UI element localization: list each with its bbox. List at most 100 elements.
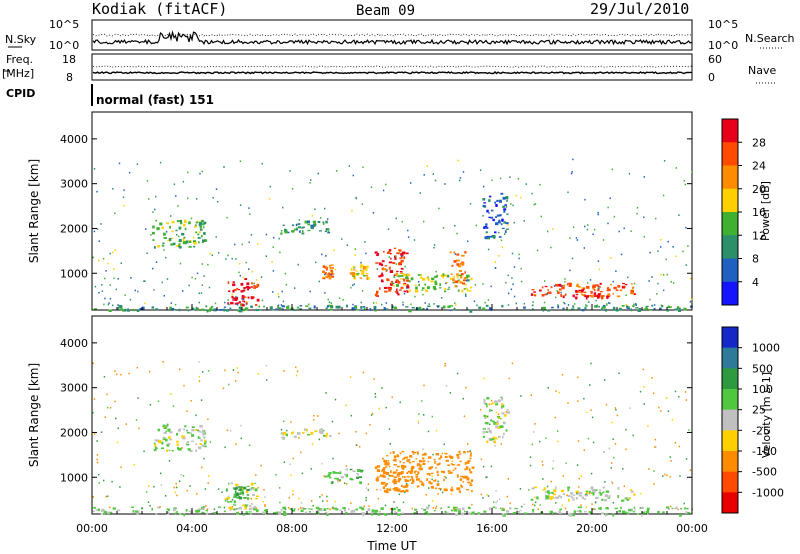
- echo-cell-9-220: [584, 511, 587, 513]
- noise-cell-72: [653, 304, 656, 306]
- noise-cell-344: [635, 303, 637, 305]
- echo-cell-3-143: [460, 475, 463, 478]
- echo-cell-1-87: [386, 278, 390, 282]
- noise-cell-400: [153, 289, 155, 291]
- echo-cell-9-25: [242, 514, 245, 516]
- echo-cell-8-40: [486, 440, 489, 444]
- echo-cell-2-20: [326, 267, 329, 269]
- echo-cell-11-135: [485, 304, 489, 307]
- noise-cell-222: [476, 304, 478, 307]
- noise-cell-69: [444, 183, 446, 185]
- echo-cell-0-10: [247, 288, 249, 291]
- echo-cell-6-36: [595, 284, 599, 286]
- noise-cell-214: [663, 289, 665, 292]
- echo-cell-0-32: [227, 281, 230, 284]
- echo-cell-1-16: [406, 285, 410, 289]
- echo-cell-10-57: [483, 202, 487, 204]
- echo-cell-6-14: [560, 294, 563, 297]
- noise-cell-195: [143, 450, 145, 453]
- echo-cell-4-53: [409, 289, 411, 292]
- echo-cell-5-8: [280, 432, 284, 435]
- noise-cell-182: [360, 301, 362, 304]
- echo-cell-5-29: [462, 262, 465, 266]
- noise-cell-309: [104, 416, 106, 418]
- echo-cell-10-17: [482, 198, 486, 201]
- echo-cell-0-29: [242, 303, 245, 307]
- noise-cell-98: [309, 182, 311, 184]
- echo-cell-9-41: [355, 508, 358, 511]
- noise-cell-133: [535, 501, 537, 504]
- echo-cell-8-32: [500, 396, 503, 398]
- echo-cell-1-48: [400, 286, 404, 289]
- noise-cell-177: [384, 504, 387, 507]
- noise-cell-232: [386, 269, 388, 271]
- echo-cell-9-14: [92, 506, 96, 509]
- noise-cell-440: [179, 368, 181, 371]
- noise-cell-427: [334, 500, 336, 503]
- echo-cell-11-102: [422, 308, 425, 310]
- echo-cell-5-11: [453, 260, 457, 263]
- echo-cell-1-1: [403, 256, 406, 260]
- noise-cell-271: [330, 302, 332, 304]
- echo-cell-1-74: [397, 293, 400, 296]
- colorbar-label-1: 24: [752, 160, 766, 173]
- noise-cell-136: [250, 498, 252, 500]
- echo-cell-3-53: [402, 468, 405, 470]
- echo-cell-1-64: [380, 263, 384, 267]
- noise-cell-252: [422, 484, 425, 487]
- noise-cell-397: [317, 172, 319, 175]
- noise-cell-187: [592, 233, 594, 236]
- echo-cell-3-21: [366, 277, 368, 280]
- noise-cell-242: [355, 430, 357, 433]
- noise-cell-25: [545, 437, 547, 440]
- echo-cell-1-28: [237, 493, 240, 496]
- echo-cell-1-66: [388, 266, 391, 270]
- noise-cell-59: [592, 441, 595, 444]
- echo-cell-2-14: [327, 274, 331, 278]
- noise-cell-263: [284, 508, 287, 511]
- echo-cell-9-51: [627, 512, 630, 515]
- echo-cell-10-45: [484, 236, 488, 240]
- noise-cell-85: [134, 289, 136, 292]
- echo-cell-4-1: [359, 476, 362, 478]
- noise-cell-106: [423, 220, 425, 223]
- echo-cell-10-27: [483, 227, 486, 229]
- echo-cell-9-106: [278, 511, 282, 515]
- colorbar-label-0: 1000: [752, 342, 780, 355]
- noise-cell-288: [580, 504, 582, 506]
- echo-cell-4-55: [420, 274, 422, 277]
- echo-cell-3-139: [411, 477, 414, 480]
- echo-cell-9-44: [447, 506, 450, 508]
- noise-cell-180: [145, 491, 148, 493]
- noise-cell-210: [462, 397, 464, 400]
- noise-cell-333: [426, 165, 428, 167]
- echo-cell-8-12: [167, 239, 170, 241]
- echo-cell-6-63: [597, 293, 601, 296]
- echo-cell-3-94: [469, 471, 473, 474]
- noise-cell-123: [609, 302, 611, 305]
- echo-cell-6-10: [544, 491, 548, 493]
- noise-cell-19: [107, 303, 110, 306]
- noise-cell-143: [428, 504, 430, 507]
- noise-cell-302: [105, 270, 107, 272]
- noise-cell-153: [604, 379, 606, 381]
- echo-cell-0-33: [247, 296, 250, 299]
- noise-cell-124: [118, 162, 121, 165]
- noise-cell-144: [479, 169, 482, 171]
- echo-cell-9-60: [625, 511, 628, 514]
- noise-cell-61: [360, 261, 362, 264]
- echo-cell-3-170: [413, 471, 416, 474]
- echo-cell-1-52: [393, 247, 397, 249]
- echo-cell-5-15: [460, 276, 463, 279]
- echo-cell-11-27: [209, 307, 213, 310]
- noise-cell-189: [444, 362, 446, 365]
- noise-cell-63: [187, 197, 189, 200]
- echo-cell-8-40: [157, 245, 160, 248]
- echo-cell-8-52: [493, 441, 495, 443]
- noise-cell-61: [611, 482, 614, 484]
- echo-cell-4-71: [414, 284, 417, 286]
- echo-cell-3-161: [397, 477, 400, 480]
- echo-cell-1-42: [379, 287, 381, 290]
- noise-cell-64: [298, 437, 300, 439]
